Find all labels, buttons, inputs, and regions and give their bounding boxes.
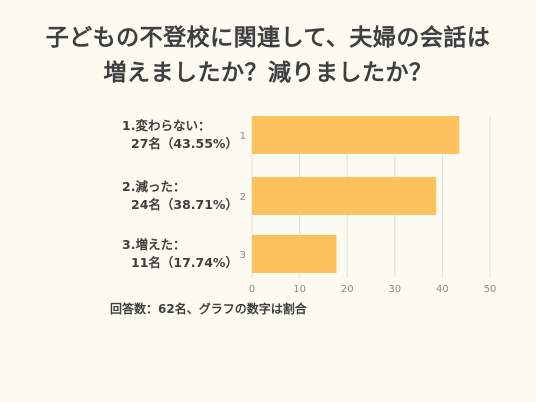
category-count-3: 11名（17.74%） bbox=[131, 255, 238, 270]
category-label-1: 1.変わらない： bbox=[122, 118, 210, 133]
chart-footnote: 回答数：62名、グラフの数字は割合 bbox=[110, 302, 307, 316]
x-tick-label-50: 50 bbox=[484, 284, 497, 295]
x-tick-label-0: 0 bbox=[249, 284, 255, 295]
category-count-1: 27名（43.55%） bbox=[131, 136, 238, 151]
x-tick-label-10: 10 bbox=[293, 284, 306, 295]
bar-3 bbox=[252, 235, 337, 273]
x-tick-label-20: 20 bbox=[341, 284, 354, 295]
category-label-2: 2.減った： bbox=[122, 179, 185, 194]
category-count-2: 24名（38.71%） bbox=[131, 197, 238, 212]
y-tick-label-2: 2 bbox=[240, 192, 246, 203]
x-tick-label-40: 40 bbox=[436, 284, 449, 295]
bar-1 bbox=[252, 116, 460, 154]
x-tick-label-30: 30 bbox=[388, 284, 401, 295]
category-label-3: 3.増えた： bbox=[122, 237, 185, 252]
y-tick-label-1: 1 bbox=[240, 131, 246, 142]
y-tick-label-3: 3 bbox=[240, 250, 246, 261]
chart-title-line-1: 子どもの不登校に関連して、夫婦の会話は bbox=[45, 25, 491, 51]
chart-title-line-2: 増えましたか？減りましたか？ bbox=[103, 60, 433, 86]
bar-2 bbox=[252, 177, 437, 215]
